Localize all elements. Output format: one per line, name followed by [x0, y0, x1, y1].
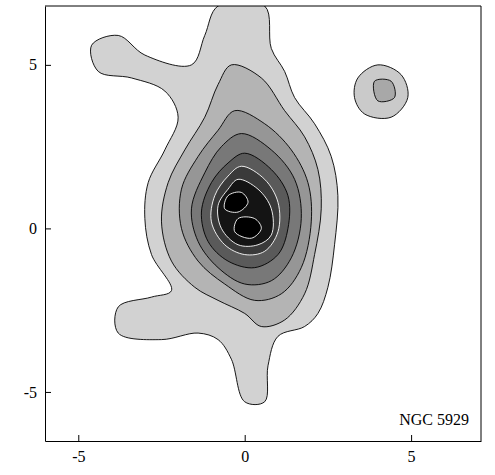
contour-level: [224, 192, 248, 212]
contour-level: [179, 110, 311, 300]
annotation: NGC 5929: [399, 411, 469, 428]
tick-label: 5: [29, 56, 37, 73]
plot: -5 0 5 -5 0 5 NGC 5929: [24, 1, 482, 466]
tick-label: -5: [72, 448, 85, 465]
contour-level: [201, 153, 289, 268]
tick-label: 5: [408, 448, 416, 465]
tick: 0: [241, 435, 249, 465]
frame-top: [45, 6, 481, 7]
frame-right: [481, 6, 482, 441]
tick-mark: [411, 435, 412, 441]
tick-label: -5: [24, 384, 37, 401]
chart: -5 0 5 -5 0 5 NGC 5929: [0, 0, 495, 475]
axis-line: [45, 7, 46, 442]
tick: -5: [24, 384, 51, 401]
contour-level: [354, 65, 408, 119]
contour-level: [218, 179, 274, 246]
y-axis: -5 0 5: [24, 7, 51, 442]
contours: [90, 6, 408, 405]
tick: -5: [72, 435, 85, 465]
contour-level: [211, 166, 280, 255]
tick-mark: [45, 392, 51, 393]
contour-level: [234, 217, 261, 239]
tick: 0: [29, 220, 51, 237]
contour-level: [161, 65, 321, 327]
tick-mark: [78, 435, 79, 441]
contour-level: [191, 134, 301, 285]
tick-mark: [245, 435, 246, 441]
contour-level: [90, 6, 338, 405]
tick: 5: [408, 435, 416, 465]
x-axis: -5 0 5: [46, 435, 482, 465]
tick-mark: [45, 65, 51, 66]
tick-mark: [45, 228, 51, 229]
tick-label: 0: [241, 448, 249, 465]
contour-level: [373, 79, 395, 102]
axis-line: [46, 441, 482, 442]
tick: 5: [29, 56, 51, 73]
tick-label: 0: [29, 220, 37, 237]
